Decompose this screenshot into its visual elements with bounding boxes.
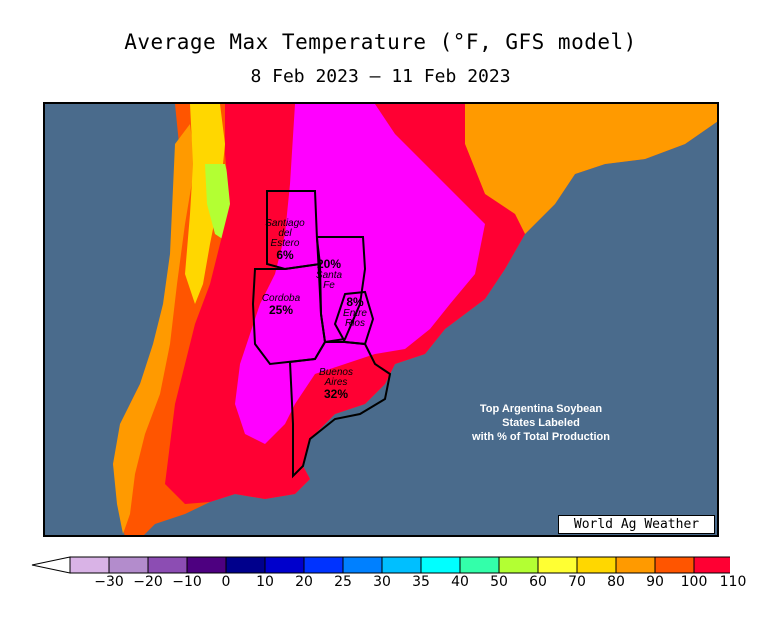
state-name-line: Entre	[343, 308, 367, 319]
colorbar-tick-label: 0	[221, 574, 231, 590]
colorbar-tick-label: 40	[451, 574, 469, 590]
colorbar-swatch	[147, 556, 188, 574]
state-label-entre-rios: 8% Entre Rios	[335, 296, 375, 329]
zone-70-andes	[185, 104, 225, 304]
colorbar-tick-label: −30	[94, 574, 124, 590]
colorbar-swatch	[186, 556, 227, 574]
state-label-cordoba: Cordoba 25%	[253, 294, 309, 317]
colorbar-tick-label: 10	[256, 574, 274, 590]
colorbar-swatch	[537, 556, 578, 574]
state-name-line: Cordoba	[261, 293, 301, 304]
province-borders	[251, 190, 392, 479]
state-pct: 8%	[346, 295, 364, 309]
colorbar-swatch	[264, 556, 305, 574]
colorbar-tick-label: 80	[607, 574, 625, 590]
state-name-line: del	[278, 228, 292, 239]
state-pct: 20%	[316, 257, 342, 271]
state-pct: 32%	[323, 387, 349, 401]
colorbar-swatch	[615, 556, 656, 574]
temperature-map: Santiago del Estero 6% 20% Santa Fe Cord…	[43, 102, 719, 537]
colorbar-swatch	[108, 556, 149, 574]
colorbar-tick-label: 50	[490, 574, 508, 590]
state-name-line: Rios	[344, 318, 365, 329]
zone-110	[235, 104, 485, 444]
colorbar-tick-label: 100	[680, 574, 708, 590]
state-label-santa-fe: 20% Santa Fe	[309, 258, 349, 291]
map-canvas	[45, 104, 717, 535]
colorbar-swatch	[654, 556, 695, 574]
colorbar-swatch	[381, 556, 422, 574]
colorbar-tick-label: −20	[133, 574, 163, 590]
state-pct: 25%	[268, 303, 294, 317]
state-name-line: Aires	[324, 377, 348, 388]
colorbar	[31, 556, 730, 574]
border-buenos-aires	[288, 341, 392, 479]
colorbar-swatch	[420, 556, 461, 574]
colorbar-swatch	[69, 556, 110, 574]
state-pct: 6%	[276, 248, 294, 262]
colorbar-tick-label: 20	[295, 574, 313, 590]
colorbar-swatch	[225, 556, 266, 574]
colorbar-tick-label: 25	[334, 574, 352, 590]
note-line: Top Argentina Soybean	[479, 403, 603, 415]
colorbar-swatch	[342, 556, 383, 574]
colorbar-tick-label: 30	[373, 574, 391, 590]
map-subtitle: 8 Feb 2023 – 11 Feb 2023	[250, 66, 511, 87]
colorbar-tick-label: 35	[412, 574, 430, 590]
state-name-line: Fe	[323, 280, 335, 291]
colorbar-tick-label: −10	[172, 574, 202, 590]
note-line: States Labeled	[502, 417, 580, 429]
state-label-buenos-aires: Buenos Aires 32%	[311, 368, 361, 401]
colorbar-low-arrow	[31, 556, 71, 574]
note-line: with % of Total Production	[472, 431, 610, 443]
zone-80-west	[113, 124, 195, 534]
state-name-line: Estero	[270, 238, 300, 249]
colorbar-swatch	[693, 556, 730, 574]
colorbar-tick-label: 90	[646, 574, 664, 590]
credit-label: World Ag Weather	[558, 515, 715, 534]
zone-80-northeast	[465, 104, 717, 234]
state-name-line: Buenos	[319, 367, 353, 378]
state-name-line: Santa	[315, 270, 343, 281]
colorbar-swatch	[303, 556, 344, 574]
map-title: Average Max Temperature (°F, GFS model)	[124, 30, 637, 54]
colorbar-swatch	[498, 556, 539, 574]
colorbar-swatch	[576, 556, 617, 574]
colorbar-tick-label: 110	[719, 574, 747, 590]
state-label-santiago-del-estero: Santiago del Estero 6%	[263, 219, 307, 262]
state-name-line: Santiago	[265, 218, 305, 229]
colorbar-tick-label: 70	[568, 574, 586, 590]
colorbar-tick-label: 60	[529, 574, 547, 590]
map-note: Top Argentina Soybean States Labeled wit…	[441, 402, 641, 444]
colorbar-swatch	[459, 556, 500, 574]
